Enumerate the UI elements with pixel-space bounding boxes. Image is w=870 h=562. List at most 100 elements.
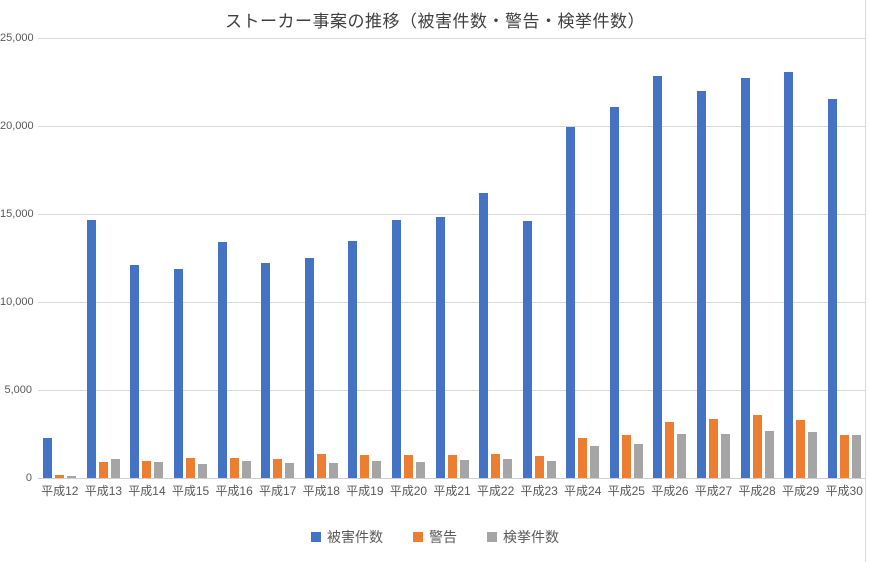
bar-検挙件数-平成28 xyxy=(764,431,774,478)
bar-検挙件数-平成29 xyxy=(808,432,818,478)
bar-警告-平成19 xyxy=(360,455,370,478)
bar-被害件数-平成25 xyxy=(609,107,619,478)
bar-検挙件数-平成12 xyxy=(67,476,77,478)
bar-検挙件数-平成20 xyxy=(415,462,425,478)
bar-被害件数-平成20 xyxy=(391,220,401,478)
x-axis-label-平成27: 平成27 xyxy=(694,484,733,498)
bar-警告-平成17 xyxy=(273,459,283,478)
bar-検挙件数-平成23 xyxy=(546,461,556,478)
bar-検挙件数-平成26 xyxy=(677,434,687,478)
x-axis-label-平成17: 平成17 xyxy=(259,484,297,498)
bar-警告-平成29 xyxy=(796,420,806,478)
bar-検挙件数-平成14 xyxy=(154,462,164,478)
bar-被害件数-平成29 xyxy=(784,72,794,478)
bar-警告-平成13 xyxy=(98,462,108,478)
x-axis-label-平成21: 平成21 xyxy=(433,484,471,498)
chart-title: ストーカー事案の推移（被害件数・警告・検挙件数） xyxy=(225,12,645,31)
bar-警告-平成26 xyxy=(665,422,675,478)
bar-被害件数-平成14 xyxy=(130,265,140,478)
x-axis-label-平成19: 平成19 xyxy=(346,484,384,498)
legend-label-被害件数: 被害件数 xyxy=(327,529,383,545)
x-axis-label-平成28: 平成28 xyxy=(738,484,776,498)
y-axis-label-15000: 15,000 xyxy=(0,208,34,220)
bar-被害件数-平成26 xyxy=(653,76,663,478)
bar-警告-平成22 xyxy=(491,454,501,478)
bar-検挙件数-平成16 xyxy=(241,461,251,478)
bar-警告-平成18 xyxy=(316,454,326,478)
bar-被害件数-平成13 xyxy=(86,220,96,478)
x-axis-label-平成18: 平成18 xyxy=(302,484,340,498)
y-axis-label-10000: 10,000 xyxy=(0,296,34,308)
x-axis-label-平成25: 平成25 xyxy=(607,484,645,498)
x-axis-label-平成20: 平成20 xyxy=(389,484,428,498)
y-axis-label-0: 0 xyxy=(25,472,32,484)
bar-警告-平成28 xyxy=(752,415,762,478)
gridline-5000 xyxy=(38,390,866,391)
bar-検挙件数-平成21 xyxy=(459,460,469,478)
bar-被害件数-平成17 xyxy=(261,263,271,478)
bar-検挙件数-平成24 xyxy=(590,446,600,478)
bar-検挙件数-平成22 xyxy=(503,459,513,478)
x-axis-label-平成22: 平成22 xyxy=(476,484,515,498)
bar-警告-平成21 xyxy=(447,455,457,478)
bar-検挙件数-平成25 xyxy=(633,444,643,478)
bar-警告-平成25 xyxy=(621,435,631,478)
bar-警告-平成20 xyxy=(403,455,413,478)
bar-検挙件数-平成17 xyxy=(285,463,295,478)
bar-被害件数-平成19 xyxy=(348,241,358,478)
bar-検挙件数-平成18 xyxy=(328,463,338,478)
x-axis-label-平成23: 平成23 xyxy=(520,484,558,498)
chart-right-border xyxy=(865,0,866,562)
bar-被害件数-平成27 xyxy=(696,91,706,478)
gridline-15000 xyxy=(38,214,866,215)
gridline-10000 xyxy=(38,302,866,303)
legend-swatch-検挙件数 xyxy=(487,532,497,542)
bar-警告-平成24 xyxy=(578,438,588,478)
x-axis-label-平成30: 平成30 xyxy=(825,484,863,498)
x-axis-label-平成13: 平成13 xyxy=(84,484,123,498)
x-axis-label-平成26: 平成26 xyxy=(651,484,689,498)
bar-警告-平成15 xyxy=(186,458,196,478)
legend: 被害件数 警告 検挙件数 xyxy=(0,527,870,547)
bar-警告-平成30 xyxy=(839,435,849,478)
y-axis-label-25000: 25,000 xyxy=(0,32,34,44)
bar-警告-平成27 xyxy=(708,419,718,478)
legend-item-警告: 警告 xyxy=(413,527,457,547)
x-axis-label-平成14: 平成14 xyxy=(128,484,166,498)
legend-swatch-被害件数 xyxy=(311,532,321,542)
y-axis-label-20000: 20,000 xyxy=(0,120,34,132)
bar-検挙件数-平成27 xyxy=(720,434,730,478)
bar-警告-平成16 xyxy=(229,458,239,478)
legend-swatch-警告 xyxy=(413,532,423,542)
gridline-20000 xyxy=(38,126,866,127)
bar-検挙件数-平成19 xyxy=(372,461,382,478)
bar-警告-平成12 xyxy=(55,475,65,478)
legend-item-被害件数: 被害件数 xyxy=(311,527,383,547)
bar-警告-平成14 xyxy=(142,461,152,478)
gridline-0 xyxy=(38,478,866,479)
bar-被害件数-平成18 xyxy=(304,258,314,478)
y-axis-label-5000: 5,000 xyxy=(4,384,32,396)
x-axis-label-平成29: 平成29 xyxy=(781,484,820,498)
x-axis-label-平成24: 平成24 xyxy=(564,484,602,498)
bar-検挙件数-平成13 xyxy=(110,459,120,478)
bar-警告-平成23 xyxy=(534,456,544,478)
legend-item-検挙件数: 検挙件数 xyxy=(487,527,559,547)
bar-被害件数-平成24 xyxy=(566,127,576,478)
gridline-25000 xyxy=(38,38,866,39)
bar-被害件数-平成15 xyxy=(174,269,184,478)
bar-被害件数-平成12 xyxy=(43,438,53,478)
bar-被害件数-平成21 xyxy=(435,217,445,478)
bar-検挙件数-平成30 xyxy=(851,435,861,478)
legend-label-警告: 警告 xyxy=(429,529,457,545)
bar-被害件数-平成22 xyxy=(479,193,489,478)
x-axis-label-平成15: 平成15 xyxy=(171,484,210,498)
x-axis-label-平成12: 平成12 xyxy=(41,484,79,498)
bar-被害件数-平成16 xyxy=(217,242,227,478)
legend-label-検挙件数: 検挙件数 xyxy=(503,529,559,545)
bar-被害件数-平成28 xyxy=(740,78,750,478)
bar-検挙件数-平成15 xyxy=(198,464,208,478)
bar-被害件数-平成30 xyxy=(827,99,837,478)
bar-被害件数-平成23 xyxy=(522,221,532,478)
